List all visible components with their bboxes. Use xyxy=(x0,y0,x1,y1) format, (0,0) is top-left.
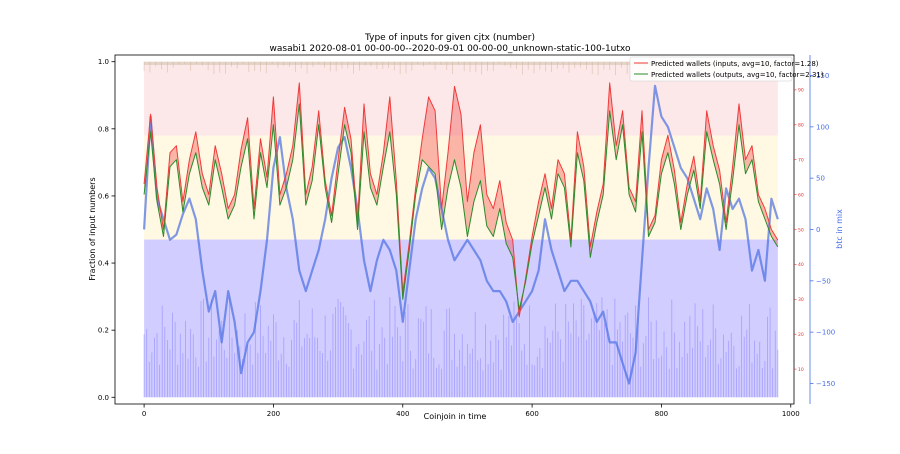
y3-tick-label: 80 xyxy=(798,123,804,129)
y-tick-label: 0.0 xyxy=(98,394,109,402)
legend-box xyxy=(629,56,793,82)
y-tick-label: 0.6 xyxy=(98,192,110,200)
y-tick-label: 1.0 xyxy=(98,58,109,66)
y2-axis-label: btc in mix xyxy=(835,209,844,249)
chart-title: Type of inputs for given cjtx (number) xyxy=(364,33,535,43)
y3-tick-label: 20 xyxy=(798,332,804,338)
chart-subtitle: wasabi1 2020-08-01 00-00-00--2020-09-01 … xyxy=(270,44,631,54)
y3-tick-label: 90 xyxy=(798,88,804,94)
y2-tick-label: 0 xyxy=(816,226,820,234)
predicted-wallets-outputs-line xyxy=(143,103,779,311)
x-tick-label: 400 xyxy=(396,410,409,418)
y-axis-right-red: 10 20 30 40 50 60 70 80 90 xyxy=(794,88,804,373)
y-tick-label: 0.8 xyxy=(98,125,109,133)
y-tick-label: 0.4 xyxy=(98,260,110,268)
y3-tick-label: 60 xyxy=(798,192,804,198)
background-bars xyxy=(143,61,779,398)
y2-tick-label: 150 xyxy=(816,72,829,80)
y-axis-label: Fraction of input numbers xyxy=(88,177,97,280)
y3-tick-label: 10 xyxy=(798,367,804,373)
x-tick-label: 0 xyxy=(142,410,146,418)
y2-tick-label: 50 xyxy=(816,175,825,183)
y2-tick-label: 100 xyxy=(816,123,829,131)
background-band-0 xyxy=(144,239,778,398)
y2-tick-label: −100 xyxy=(816,329,835,337)
x-tick-label: 600 xyxy=(525,410,538,418)
x-axis-label: Coinjoin in time xyxy=(424,412,487,421)
x-tick-label: 800 xyxy=(655,410,668,418)
y-tick-label: 0.2 xyxy=(98,327,109,335)
y-axis-right-blue: −150 −100 −50 0 50 100 150 xyxy=(809,55,835,404)
x-axis: 0 200 400 600 800 1000 xyxy=(142,404,800,418)
predicted-wallets-inputs-line xyxy=(143,82,779,318)
y2-tick-label: −50 xyxy=(816,277,831,285)
y-axis-left: 0.0 0.2 0.4 0.6 0.8 1.0 xyxy=(98,58,115,402)
y3-tick-label: 70 xyxy=(798,158,804,164)
legend-label-outputs: Predicted wallets (outputs, avg=10, fact… xyxy=(651,71,824,79)
y3-tick-label: 40 xyxy=(798,262,804,268)
series-lines xyxy=(143,82,779,385)
y3-tick-label: 30 xyxy=(798,297,804,303)
x-tick-label: 200 xyxy=(267,410,280,418)
legend: Predicted wallets (inputs, avg=10, facto… xyxy=(629,56,824,82)
background-band-3 xyxy=(144,61,778,66)
x-tick-label: 1000 xyxy=(782,410,800,418)
btc-in-mix-line xyxy=(143,84,779,385)
y2-tick-label: −150 xyxy=(816,380,835,388)
y3-tick-label: 50 xyxy=(798,227,804,233)
legend-label-inputs: Predicted wallets (inputs, avg=10, facto… xyxy=(651,60,819,68)
